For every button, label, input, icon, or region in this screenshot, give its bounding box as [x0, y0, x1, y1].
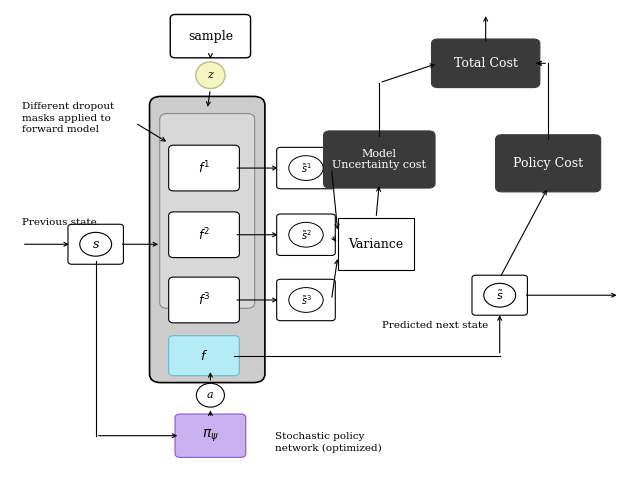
- Text: a: a: [207, 390, 214, 400]
- Ellipse shape: [289, 222, 323, 247]
- Text: s: s: [93, 238, 99, 251]
- Text: Variance: Variance: [348, 238, 404, 251]
- Text: Policy Cost: Policy Cost: [513, 157, 583, 170]
- Ellipse shape: [289, 287, 323, 312]
- Text: sample: sample: [188, 30, 233, 43]
- Text: $f^2$: $f^2$: [198, 227, 210, 243]
- FancyBboxPatch shape: [323, 131, 435, 188]
- Text: Total Cost: Total Cost: [454, 57, 518, 70]
- Text: $f^1$: $f^1$: [198, 160, 210, 176]
- FancyBboxPatch shape: [472, 275, 527, 315]
- FancyBboxPatch shape: [276, 279, 335, 321]
- Text: Different dropout
masks applied to
forward model: Different dropout masks applied to forwa…: [22, 102, 114, 135]
- Ellipse shape: [80, 232, 111, 256]
- Text: $\tilde{s}^3$: $\tilde{s}^3$: [301, 293, 312, 307]
- Text: $f$: $f$: [200, 349, 208, 363]
- FancyBboxPatch shape: [276, 214, 335, 255]
- Ellipse shape: [484, 283, 516, 307]
- FancyBboxPatch shape: [169, 212, 239, 258]
- FancyBboxPatch shape: [160, 114, 255, 308]
- Text: $\tilde{s}^2$: $\tilde{s}^2$: [301, 228, 311, 241]
- Text: Previous state: Previous state: [22, 218, 97, 228]
- FancyBboxPatch shape: [175, 414, 246, 457]
- FancyBboxPatch shape: [276, 148, 335, 189]
- FancyBboxPatch shape: [431, 39, 540, 88]
- Text: $\tilde{s}$: $\tilde{s}$: [496, 289, 504, 302]
- FancyBboxPatch shape: [169, 145, 239, 191]
- Bar: [338, 218, 414, 271]
- FancyBboxPatch shape: [169, 277, 239, 323]
- Text: $\pi_\psi$: $\pi_\psi$: [202, 428, 219, 444]
- Text: Model
Uncertainty cost: Model Uncertainty cost: [332, 148, 426, 171]
- FancyBboxPatch shape: [169, 336, 239, 376]
- Text: Stochastic policy
network (optimized): Stochastic policy network (optimized): [275, 433, 382, 453]
- Ellipse shape: [196, 383, 225, 407]
- FancyBboxPatch shape: [68, 224, 124, 264]
- Ellipse shape: [289, 156, 323, 181]
- Text: $\tilde{s}^1$: $\tilde{s}^1$: [301, 161, 312, 175]
- Text: z: z: [207, 70, 213, 80]
- FancyBboxPatch shape: [150, 96, 265, 383]
- Ellipse shape: [196, 62, 225, 89]
- Text: $f^3$: $f^3$: [198, 292, 210, 308]
- Text: Predicted next state: Predicted next state: [383, 321, 489, 330]
- FancyBboxPatch shape: [495, 135, 601, 192]
- FancyBboxPatch shape: [170, 14, 250, 58]
